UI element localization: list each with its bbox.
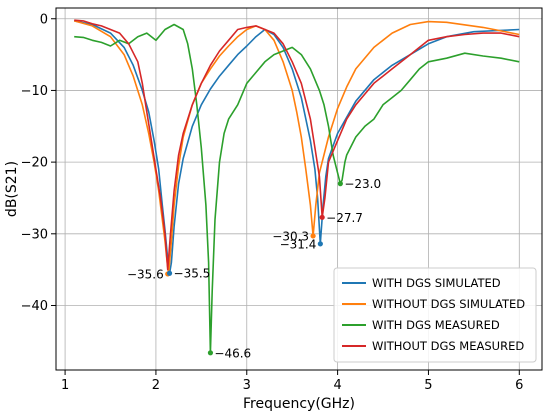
annotation-marker-1 bbox=[166, 270, 173, 276]
x-tick-label-0: 1 bbox=[61, 378, 69, 393]
series-line-with-dgs-measured bbox=[74, 23, 520, 354]
y-tick-label-4: −40 bbox=[21, 299, 48, 314]
y-tick-label-3: −30 bbox=[21, 227, 48, 242]
x-tick-label-2: 3 bbox=[243, 378, 251, 393]
y-tick-label-0: 0 bbox=[40, 12, 48, 27]
legend-label-0: WITH DGS SIMULATED bbox=[372, 276, 501, 290]
grid-layer bbox=[56, 8, 542, 370]
annotation-label-6: −23.0 bbox=[344, 177, 381, 191]
annotation-layer: −35.6 −35.5 −46.6 −30.3−31.4 −27.7 −23.0 bbox=[127, 177, 381, 360]
y-axis-title: dB(S21) bbox=[4, 161, 20, 217]
annotation-label-5: −27.7 bbox=[326, 211, 363, 225]
series-layer bbox=[73, 19, 520, 354]
tick-layer: 1 2 3 4 5 6 0 −10 −20 −30 −40 bbox=[21, 12, 524, 393]
annotation-label-1: −35.5 bbox=[174, 267, 211, 281]
annotation-label-4: −31.4 bbox=[280, 237, 317, 251]
series-line-with-dgs-simulated bbox=[74, 20, 520, 275]
series-line-without-dgs-measured bbox=[74, 19, 520, 271]
legend-label-1: WITHOUT DGS SIMULATED bbox=[372, 297, 525, 311]
annotation-marker-6 bbox=[337, 181, 343, 187]
x-tick-label-1: 2 bbox=[152, 378, 160, 393]
annotation-label-3: −30.3 bbox=[272, 229, 309, 243]
annotation-marker-5 bbox=[319, 214, 325, 220]
y-tick-label-2: −20 bbox=[21, 156, 48, 171]
plot-frame bbox=[55, 7, 543, 371]
x-tick-label-5: 6 bbox=[515, 378, 523, 393]
x-tick-label-4: 5 bbox=[424, 378, 432, 393]
y-tick-label-1: −10 bbox=[21, 84, 48, 99]
legend-label-2: WITH DGS MEASURED bbox=[372, 318, 500, 332]
legend: WITH DGS SIMULATED WITHOUT DGS SIMULATED W… bbox=[333, 267, 537, 363]
legend-label-3: WITHOUT DGS MEASURED bbox=[372, 339, 524, 353]
x-tick-label-3: 4 bbox=[333, 378, 341, 393]
annotation-marker-4 bbox=[317, 241, 323, 247]
annotation-marker-2 bbox=[207, 350, 214, 356]
annotation-label-0: −35.6 bbox=[127, 267, 164, 281]
x-axis-title: Frequency(GHz) bbox=[243, 396, 355, 412]
annotation-marker-3 bbox=[310, 233, 316, 239]
legend-box bbox=[333, 267, 537, 363]
annotation-label-2: −46.6 bbox=[214, 346, 251, 360]
